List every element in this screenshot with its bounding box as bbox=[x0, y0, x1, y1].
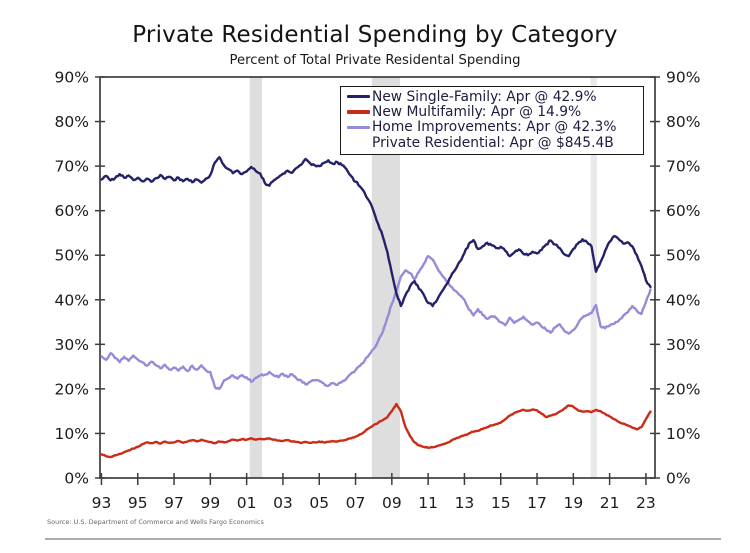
svg-text:0%: 0% bbox=[64, 470, 89, 488]
svg-text:99: 99 bbox=[200, 494, 220, 512]
legend-item-label: Home Improvements: Apr @ 42.3% bbox=[372, 119, 617, 136]
legend-item-multifamily: New Multifamily: Apr @ 14.9% bbox=[347, 104, 637, 121]
svg-text:70%: 70% bbox=[666, 158, 700, 176]
svg-text:07: 07 bbox=[346, 494, 366, 512]
svg-text:40%: 40% bbox=[666, 291, 700, 309]
svg-text:05: 05 bbox=[309, 494, 329, 512]
svg-text:70%: 70% bbox=[55, 158, 89, 176]
legend-item-private-residential: Private Residential: Apr @ $845.4B bbox=[347, 134, 637, 151]
svg-text:93: 93 bbox=[92, 494, 112, 512]
svg-text:20%: 20% bbox=[55, 380, 89, 398]
svg-text:01: 01 bbox=[237, 494, 257, 512]
svg-text:50%: 50% bbox=[666, 247, 700, 265]
svg-text:0%: 0% bbox=[666, 470, 691, 488]
home-improvements-line-swatch bbox=[347, 125, 370, 130]
svg-text:40%: 40% bbox=[55, 291, 89, 309]
svg-text:80%: 80% bbox=[666, 113, 700, 131]
legend-box: New Single-Family: Apr @ 42.9% New Multi… bbox=[340, 86, 644, 155]
legend-item-label: Private Residential: Apr @ $845.4B bbox=[372, 134, 614, 151]
svg-text:80%: 80% bbox=[55, 113, 89, 131]
svg-text:10%: 10% bbox=[55, 425, 89, 443]
legend-item-home-improvements: Home Improvements: Apr @ 42.3% bbox=[347, 119, 637, 136]
svg-text:30%: 30% bbox=[55, 336, 89, 354]
chart-subtitle: Percent of Total Private Residental Spen… bbox=[229, 53, 521, 68]
svg-text:20%: 20% bbox=[666, 380, 700, 398]
legend-item-label: New Single-Family: Apr @ 42.9% bbox=[372, 88, 597, 105]
svg-text:03: 03 bbox=[273, 494, 293, 512]
footer-divider bbox=[45, 538, 721, 540]
svg-text:50%: 50% bbox=[55, 247, 89, 265]
svg-text:13: 13 bbox=[455, 494, 475, 512]
svg-text:19: 19 bbox=[563, 494, 583, 512]
svg-text:95: 95 bbox=[128, 494, 148, 512]
single-family-line-swatch bbox=[347, 94, 370, 99]
svg-text:17: 17 bbox=[527, 494, 547, 512]
svg-text:11: 11 bbox=[418, 494, 438, 512]
legend-item-single-family: New Single-Family: Apr @ 42.9% bbox=[347, 88, 637, 105]
svg-text:60%: 60% bbox=[666, 202, 700, 220]
svg-text:90%: 90% bbox=[55, 69, 89, 87]
svg-text:90%: 90% bbox=[666, 69, 700, 87]
chart-title: Private Residential Spending by Category bbox=[132, 22, 618, 48]
svg-text:09: 09 bbox=[382, 494, 402, 512]
svg-text:23: 23 bbox=[636, 494, 656, 512]
svg-text:97: 97 bbox=[164, 494, 184, 512]
svg-text:30%: 30% bbox=[666, 336, 700, 354]
multifamily-line-swatch bbox=[347, 110, 370, 114]
svg-text:21: 21 bbox=[600, 494, 620, 512]
legend-item-label: New Multifamily: Apr @ 14.9% bbox=[372, 104, 582, 121]
source-note: Source: U.S. Department of Commerce and … bbox=[47, 518, 264, 526]
svg-text:10%: 10% bbox=[666, 425, 700, 443]
svg-text:60%: 60% bbox=[55, 202, 89, 220]
svg-text:15: 15 bbox=[491, 494, 511, 512]
